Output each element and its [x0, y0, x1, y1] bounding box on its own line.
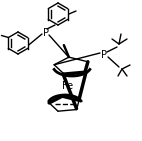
Text: Fe: Fe: [62, 81, 74, 91]
Text: P: P: [101, 50, 107, 60]
Text: P: P: [43, 28, 49, 38]
